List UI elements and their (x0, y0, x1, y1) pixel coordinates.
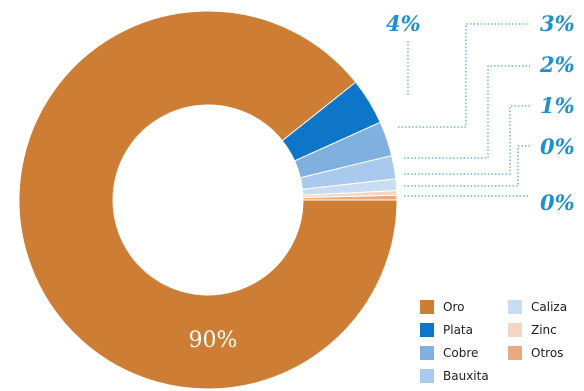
legend-label: Caliza (531, 300, 568, 314)
chart-legend: Oro Plata Cobre Bauxita Caliza Zinc Otros (420, 300, 580, 390)
legend-item-zinc: Zinc (508, 323, 557, 337)
leader-caliza (404, 105, 530, 175)
leader-lines (398, 23, 530, 197)
label-zinc: 0% (540, 134, 575, 159)
leader-bauxita (404, 65, 530, 159)
legend-label: Otros (531, 346, 564, 360)
legend-swatch (508, 346, 522, 360)
label-caliza: 1% (540, 93, 575, 118)
leader-zinc (404, 145, 530, 187)
percentage-labels: 90% 4% 3% 2% 1% 0% 0% (189, 11, 575, 353)
label-cobre: 3% (540, 11, 575, 36)
slice-otros (302, 194, 398, 201)
legend-item-otros: Otros (508, 346, 563, 360)
legend-swatch (508, 300, 522, 314)
legend-item-plata: Plata (420, 323, 473, 337)
donut-slices (18, 10, 398, 390)
legend-swatch (420, 369, 434, 383)
legend-label: Zinc (531, 323, 557, 337)
label-oro: 90% (189, 328, 238, 353)
legend-label: Oro (443, 300, 465, 314)
legend-item-oro: Oro (420, 300, 464, 314)
legend-label: Bauxita (443, 369, 489, 383)
legend-swatch (508, 323, 522, 337)
legend-swatch (420, 346, 434, 360)
slice-oro (18, 10, 398, 390)
legend-label: Cobre (443, 346, 479, 360)
legend-label: Plata (443, 323, 473, 337)
legend-swatch (420, 300, 434, 314)
leader-cobre (398, 23, 530, 128)
legend-item-caliza: Caliza (508, 300, 567, 314)
legend-item-cobre: Cobre (420, 346, 478, 360)
label-otros: 0% (540, 190, 575, 215)
legend-swatch (420, 323, 434, 337)
label-plata: 4% (386, 11, 421, 36)
label-bauxita: 2% (539, 52, 575, 77)
legend-item-bauxita: Bauxita (420, 369, 489, 383)
